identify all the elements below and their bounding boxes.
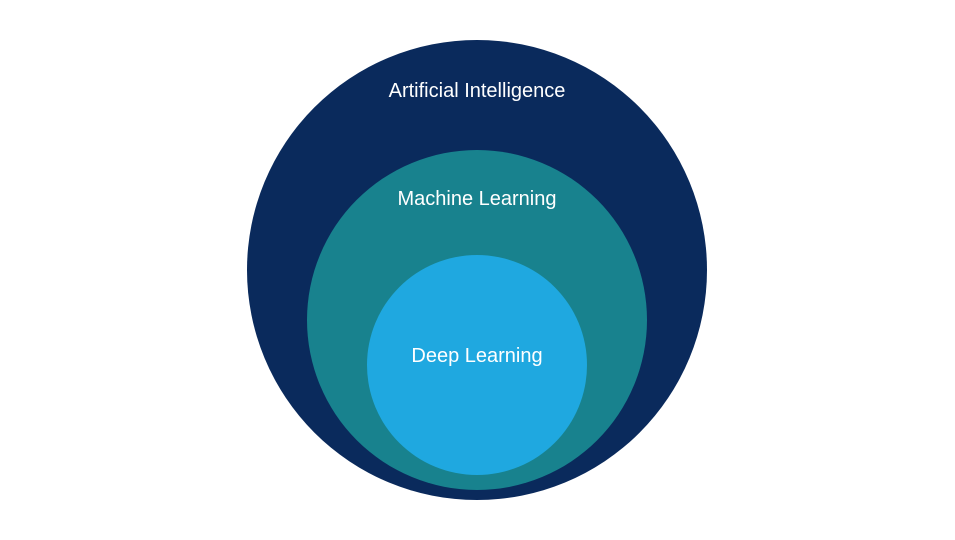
nested-venn-diagram: Artificial Intelligence Machine Learning… [0, 0, 955, 540]
circle-inner: Deep Learning [367, 255, 587, 475]
label-deep-learning: Deep Learning [367, 345, 587, 368]
label-artificial-intelligence: Artificial Intelligence [247, 80, 707, 103]
label-machine-learning: Machine Learning [307, 188, 647, 211]
